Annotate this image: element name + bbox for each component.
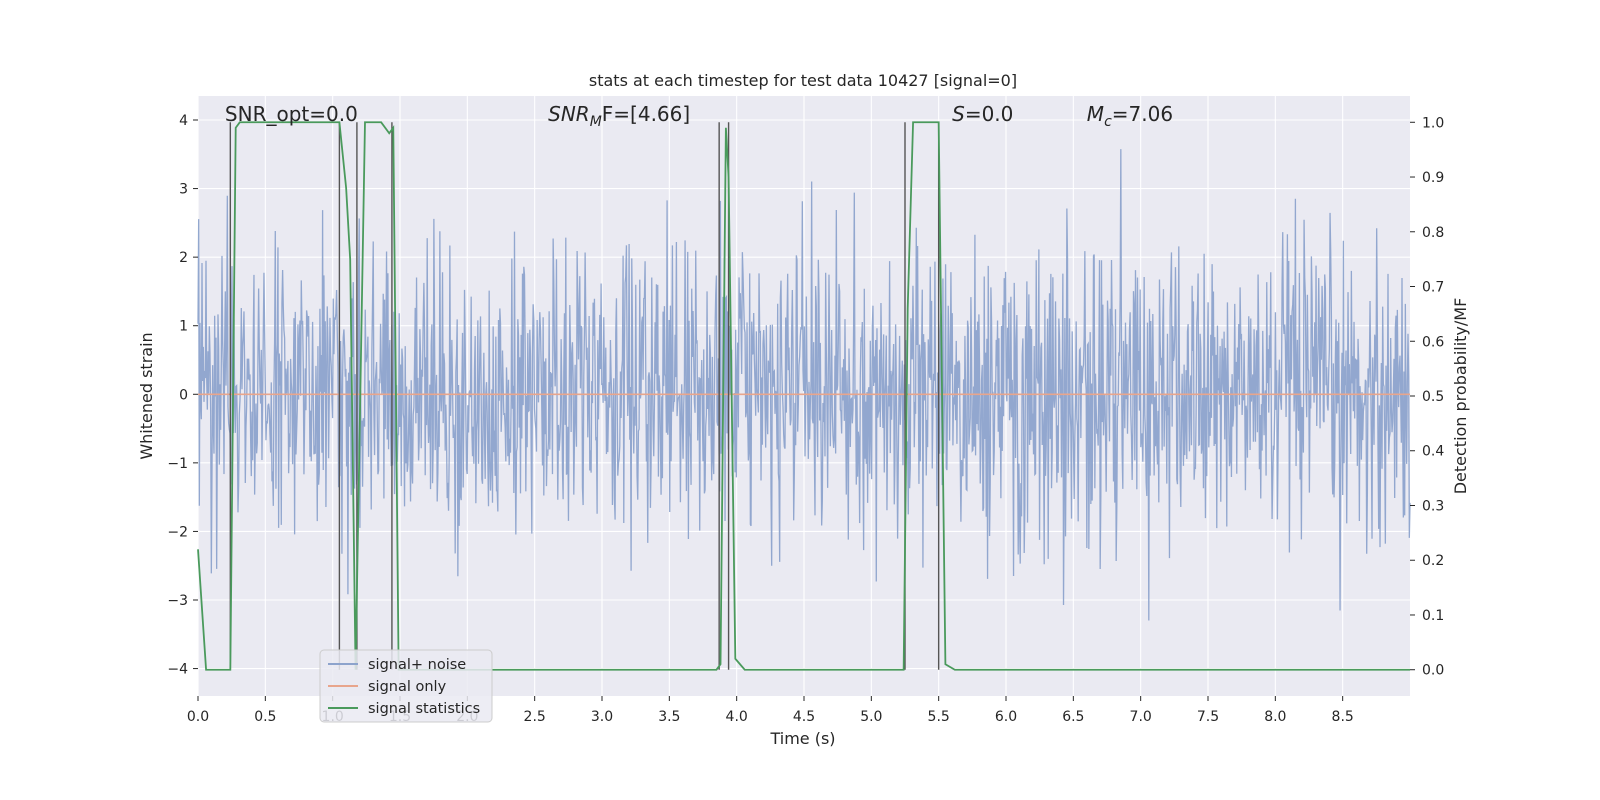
y2-tick-label: 0.4 <box>1422 444 1444 460</box>
x-tick-label: 6.5 <box>1062 709 1084 725</box>
y2-tick-label: 0.0 <box>1422 663 1444 679</box>
x-tick-label: 7.5 <box>1197 709 1219 725</box>
y2-tick-label: 0.7 <box>1422 280 1444 296</box>
y-tick-label: −1 <box>167 456 188 472</box>
x-tick-label: 2.5 <box>524 709 546 725</box>
annotations: SNR_opt=0.0 SNRMF=[4.66] S=0.0 Mc=7.06 <box>225 102 1173 130</box>
annotation-0: SNR_opt=0.0 <box>225 102 358 126</box>
annotation-1: SNRMF=[4.66] <box>548 102 690 130</box>
y-tick-label: 4 <box>179 113 188 129</box>
y2-tick-label: 0.2 <box>1422 553 1444 569</box>
x-tick-label: 3.5 <box>658 709 680 725</box>
y-axis-label: Whitened strain <box>137 332 156 459</box>
y-axis-ticks: −4 −3 −2 −1 0 1 2 3 4 <box>167 113 198 678</box>
legend-box <box>319 649 493 723</box>
annotation-3: Mc=7.06 <box>1087 102 1173 130</box>
noise-trace <box>197 149 1411 621</box>
legend: signal+ noise signal only signal statistic… <box>319 649 493 723</box>
y2-tick-label: 1.0 <box>1422 115 1444 131</box>
y2-tick-label: 0.8 <box>1422 225 1444 241</box>
legend-label: signal only <box>368 679 447 695</box>
annotation-2: S=0.0 <box>952 102 1013 126</box>
x-tick-label: 0.5 <box>254 709 276 725</box>
x-tick-label: 4.5 <box>793 709 815 725</box>
y2-tick-label: 0.9 <box>1422 170 1444 186</box>
y2-tick-label: 0.6 <box>1422 334 1444 350</box>
x-tick-label: 6.0 <box>995 709 1017 725</box>
x-tick-label: 8.5 <box>1332 709 1354 725</box>
legend-label: signal statistics <box>368 701 480 717</box>
chart-title: stats at each timestep for test data 104… <box>589 71 1017 90</box>
y-tick-label: −2 <box>167 524 188 540</box>
signal-plus-noise-series <box>197 149 1411 621</box>
y2-tick-label: 0.3 <box>1422 498 1444 514</box>
x-tick-label: 4.0 <box>726 709 748 725</box>
x-tick-label: 0.0 <box>187 709 209 725</box>
y2-tick-label: 0.1 <box>1422 608 1444 624</box>
x-tick-label: 5.0 <box>860 709 882 725</box>
y-tick-label: 0 <box>179 387 188 403</box>
y2-axis-ticks: 0.0 0.1 0.2 0.3 0.4 0.5 0.6 0.7 0.8 0.9 1.0 <box>1410 115 1444 679</box>
y-tick-label: −4 <box>167 662 188 678</box>
legend-label: signal+ noise <box>368 657 466 673</box>
x-tick-label: 7.0 <box>1130 709 1152 725</box>
x-tick-label: 8.0 <box>1264 709 1286 725</box>
x-tick-label: 3.0 <box>591 709 613 725</box>
x-tick-label: 5.5 <box>928 709 950 725</box>
x-axis-label: Time (s) <box>769 729 835 748</box>
y2-axis-label: Detection probability/MF <box>1451 298 1470 495</box>
y-tick-label: −3 <box>167 593 188 609</box>
y2-tick-label: 0.5 <box>1422 389 1444 405</box>
y-tick-label: 3 <box>179 182 188 198</box>
y-tick-label: 1 <box>179 319 188 335</box>
y-tick-label: 2 <box>179 250 188 266</box>
